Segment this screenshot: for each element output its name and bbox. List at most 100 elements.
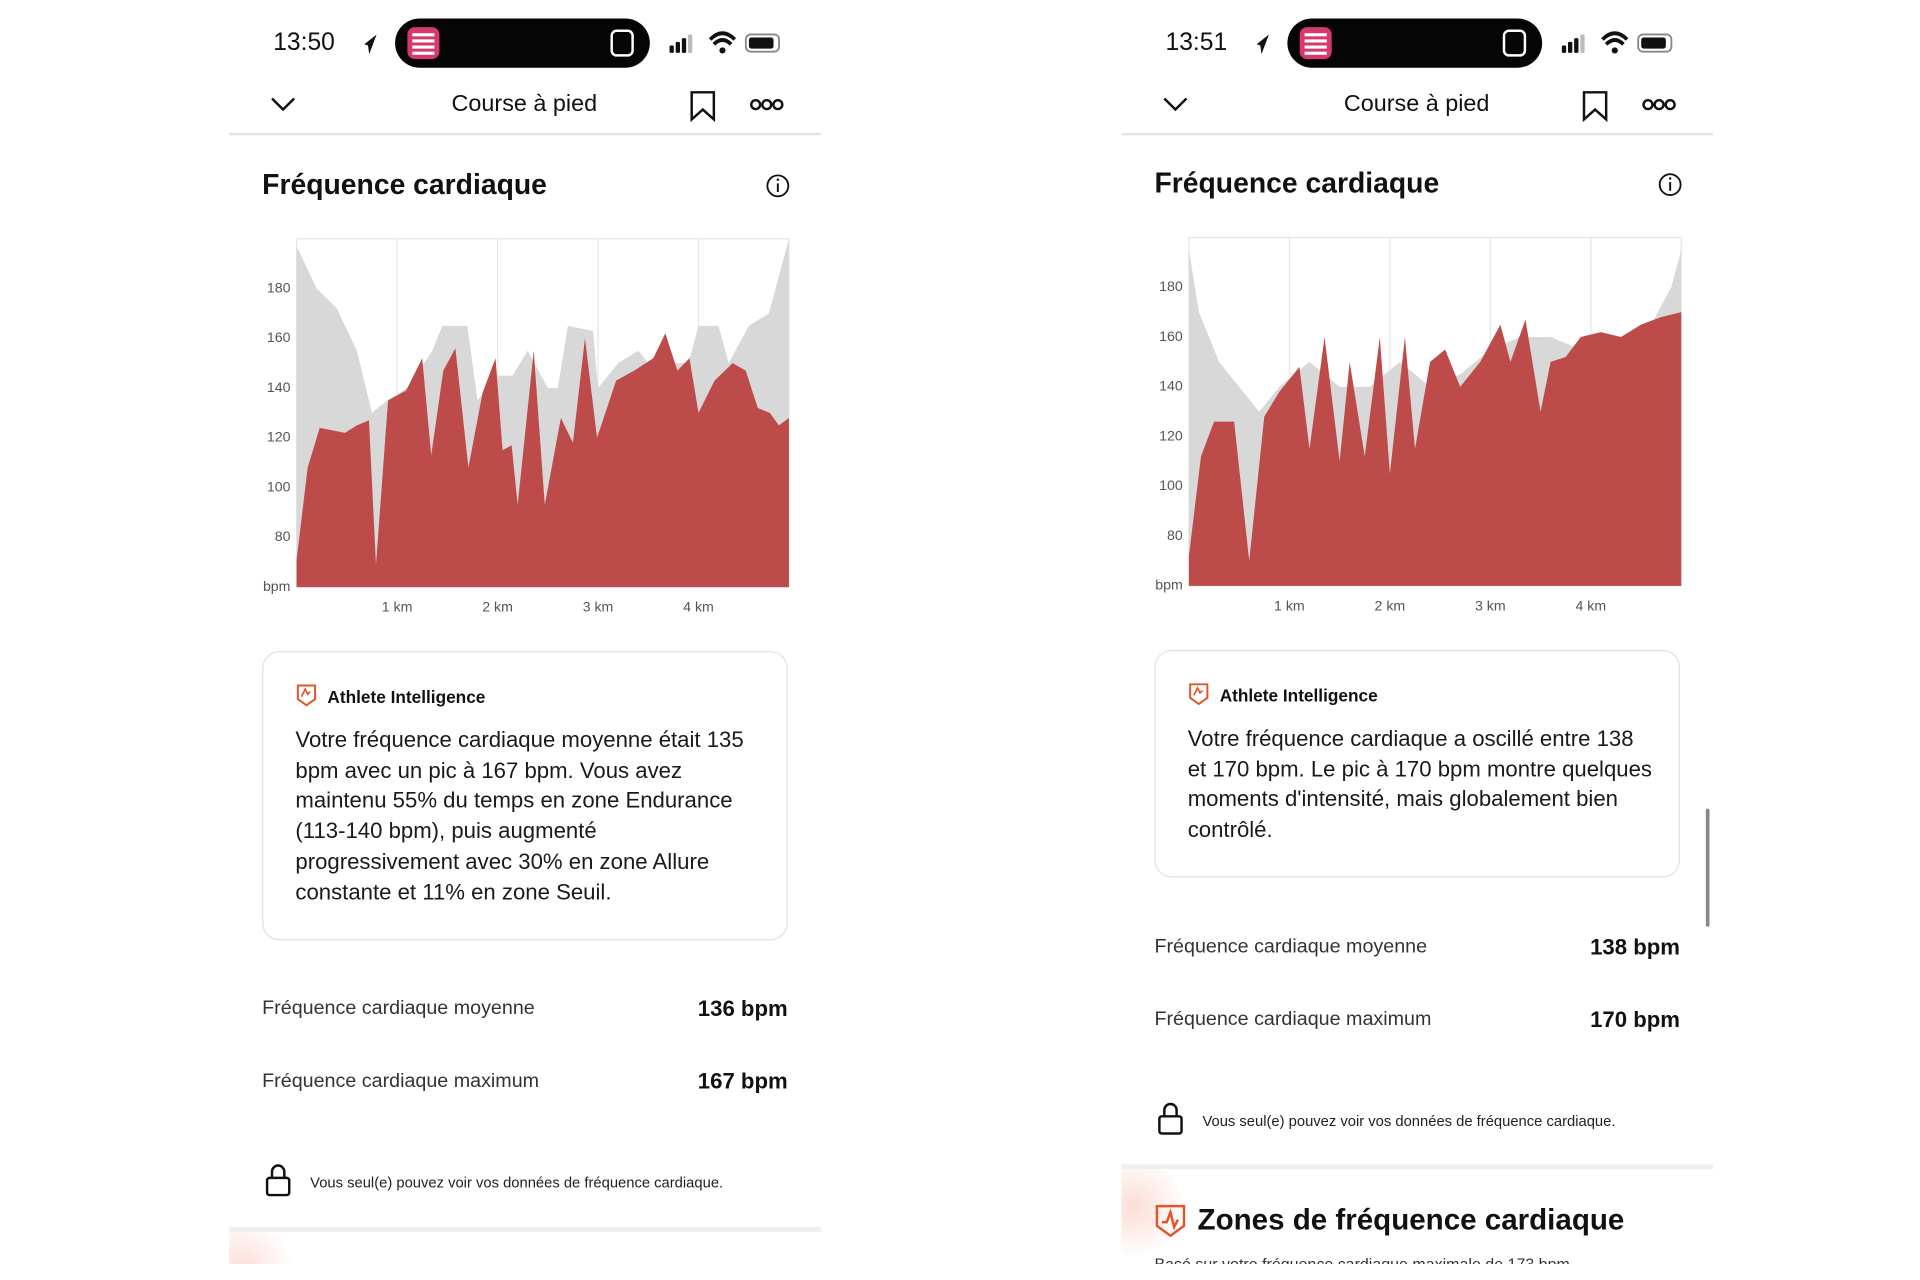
- zones-subtitle: Basé sur votre fréquence cardiaque maxim…: [1154, 1255, 1569, 1264]
- y-tick-label: 100: [267, 478, 291, 494]
- info-button[interactable]: [1658, 173, 1682, 196]
- stat-value: 167 bpm: [697, 1068, 788, 1094]
- insight-card: Athlete Intelligence Votre fréquence card…: [1154, 649, 1680, 878]
- next-section-glow: [228, 1231, 303, 1264]
- x-tick-label: 3 km: [1475, 598, 1506, 614]
- section-divider: [1121, 1164, 1714, 1170]
- x-tick-label: 4 km: [1575, 598, 1606, 614]
- more-button[interactable]: [1664, 98, 1676, 111]
- y-tick-label: 80: [275, 528, 291, 544]
- y-tick-label: bpm: [1155, 577, 1183, 593]
- x-tick-label: 2 km: [1375, 598, 1406, 614]
- wifi-icon: [708, 31, 737, 46]
- more-button[interactable]: [1653, 98, 1665, 111]
- y-tick-label: 120: [267, 429, 291, 445]
- ai-icon: [1189, 683, 1209, 706]
- more-button[interactable]: [750, 98, 762, 111]
- screen-decor: [1121, 18, 1714, 1170]
- location-icon: [364, 34, 377, 55]
- stat-label: Fréquence cardiaque moyenne: [262, 998, 535, 1020]
- insight-title: Athlete Intelligence: [327, 686, 486, 707]
- app-icon-stripe: [412, 51, 435, 55]
- y-tick-label: 100: [1159, 477, 1183, 493]
- insight-text: Votre fréquence cardiaque moyenne était …: [295, 727, 744, 905]
- battery: [744, 33, 780, 53]
- ai-icon-shape: [296, 684, 317, 707]
- lock-icon: [265, 1176, 291, 1197]
- info-button[interactable]: [766, 174, 790, 198]
- insight-title: Athlete Intelligence: [1219, 685, 1378, 706]
- y-tick-label: 140: [1159, 378, 1183, 394]
- zones-icon-shape: [1155, 1204, 1186, 1238]
- zones-icon-glyph: [1161, 1208, 1179, 1231]
- collapse-button[interactable]: [271, 97, 296, 112]
- signal-bar: [1580, 34, 1585, 53]
- battery-level: [748, 37, 774, 49]
- privacy-note: Vous seul(e) pouvez voir vos données de …: [310, 1174, 724, 1192]
- signal-bar: [669, 45, 674, 53]
- island-icon: [610, 29, 634, 57]
- dynamic-island: [395, 18, 650, 68]
- battery-level: [1641, 37, 1666, 49]
- app-icon-stripe: [1304, 33, 1327, 37]
- x-tick-label: 1 km: [382, 599, 413, 615]
- app-icon-stripe: [1304, 39, 1327, 43]
- bookmark-button[interactable]: [1582, 91, 1608, 123]
- app-icon-stripe: [1304, 51, 1327, 55]
- signal-bar: [1567, 41, 1573, 53]
- stat-value: 170 bpm: [1590, 1007, 1680, 1032]
- nav-title: Course à pied: [1343, 91, 1490, 117]
- lock-shackle: [270, 1164, 286, 1178]
- x-tick-label: 2 km: [482, 599, 513, 615]
- dynamic-island: [1287, 18, 1543, 68]
- ai-icon-shape: [1189, 683, 1209, 706]
- wifi-dot: [1611, 47, 1618, 54]
- collapse-button[interactable]: [1163, 97, 1188, 112]
- y-tick-label: 160: [1159, 328, 1183, 344]
- stat-label: Fréquence cardiaque maximum: [1154, 1009, 1432, 1031]
- signal-bar: [687, 34, 693, 53]
- status-time: 13:50: [273, 28, 335, 56]
- heart-rate-chart: bpm 80 100 120 140 160 180 1 km 2 km 3 km 4 km: [1155, 236, 1682, 614]
- island-icon: [1502, 29, 1527, 57]
- app-icon-stripe: [412, 33, 435, 37]
- wifi-icon: [1601, 31, 1629, 46]
- more-button[interactable]: [1642, 98, 1654, 111]
- scrollbar: [1705, 808, 1710, 927]
- bookmark-button[interactable]: [690, 91, 716, 123]
- status-time: 13:51: [1165, 28, 1228, 56]
- zones-icon: [1155, 1204, 1186, 1238]
- privacy-note: Vous seul(e) pouvez voir vos données de …: [1202, 1112, 1616, 1130]
- info-glyph: [1668, 177, 1672, 180]
- app-icon-stripe: [412, 45, 435, 49]
- ai-icon-glyph: [1193, 686, 1204, 696]
- area-series: [1188, 312, 1682, 586]
- stat-value: 136 bpm: [697, 996, 788, 1021]
- section-title: Fréquence cardiaque: [262, 167, 547, 200]
- zones-title: Zones de fréquence cardiaque: [1197, 1203, 1625, 1237]
- wifi-dot: [719, 47, 726, 54]
- lock-shackle: [1163, 1102, 1178, 1117]
- lock-icon: [1158, 1115, 1183, 1135]
- y-tick-label: 160: [267, 329, 291, 345]
- nav-title: Course à pied: [451, 91, 598, 117]
- stat-label: Fréquence cardiaque moyenne: [1154, 936, 1428, 958]
- screen-decor: [228, 18, 821, 1232]
- app-icon-stripe: [412, 39, 435, 43]
- more-button[interactable]: [772, 98, 784, 111]
- signal-bar: [681, 38, 687, 53]
- app-icon-stripe: [1304, 45, 1327, 49]
- section-divider: [228, 1227, 821, 1232]
- x-tick-label: 1 km: [1274, 598, 1305, 614]
- signal-bar: [1574, 38, 1579, 53]
- stat-label: Fréquence cardiaque maximum: [262, 1070, 540, 1092]
- insight-card: Athlete Intelligence Votre fréquence card…: [262, 651, 788, 941]
- x-tick-label: 4 km: [683, 599, 714, 615]
- y-tick-label: 180: [1159, 278, 1183, 294]
- info-glyph: [776, 178, 780, 181]
- battery: [1637, 33, 1673, 53]
- phone-screen: 13:51 Course à pied Fréquence cardiaque bpm…: [1121, 0, 1714, 1264]
- signal-bar: [675, 41, 680, 53]
- more-button[interactable]: [761, 98, 773, 111]
